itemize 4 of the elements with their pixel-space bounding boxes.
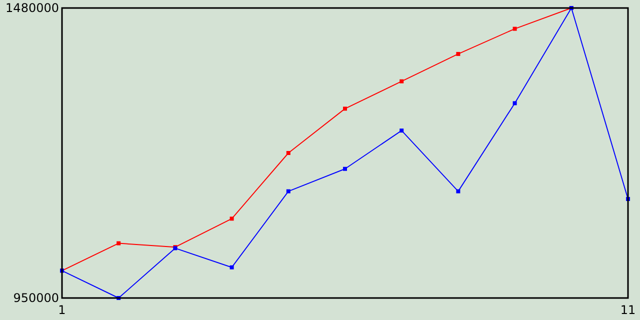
- y-tick-label: 950000: [13, 291, 59, 306]
- x-tick-label: 11: [620, 303, 636, 317]
- x-tick-label: 1: [58, 303, 66, 317]
- y-tick-label: 1480000: [6, 1, 59, 16]
